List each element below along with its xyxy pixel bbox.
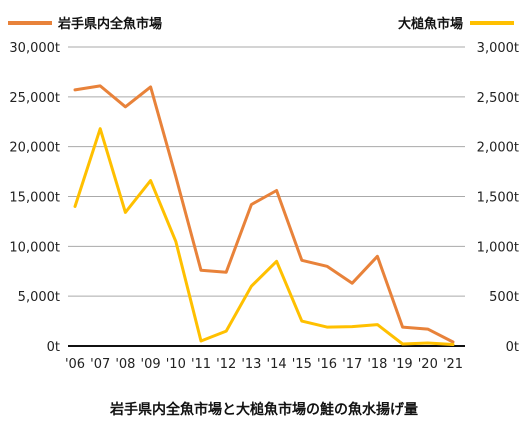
x-tick-label: '15 — [292, 357, 312, 372]
right-tick-label: 0t — [506, 340, 519, 355]
x-tick-label: '10 — [166, 357, 186, 372]
series-line-otsuchi — [73, 127, 455, 346]
x-tick-label: '18 — [367, 357, 387, 372]
x-tick-label: '07 — [90, 357, 110, 372]
right-tick-label: 1,000t — [477, 240, 519, 255]
right-tick-label: 2,500t — [477, 91, 519, 106]
x-tick-label: '13 — [241, 357, 261, 372]
left-tick-label: 25,000t — [9, 91, 60, 106]
x-tick-label: '06 — [65, 357, 85, 372]
series-line-all-markets — [73, 84, 455, 344]
left-tick-label: 20,000t — [9, 141, 60, 156]
left-axis-ticks: 0t 5,000t 10,000t 15,000t 20,000t 25,000t 30,0… — [9, 41, 60, 355]
right-tick-label: 3,000t — [477, 41, 519, 56]
x-tick-label: '16 — [317, 357, 337, 372]
right-axis-ticks: 0t 500t 1,000t 1,500t 2,000t 2,500t 3,000t — [477, 41, 519, 355]
legend-label-otsuchi: 大槌魚市場 — [398, 16, 463, 32]
left-tick-label: 5,000t — [18, 290, 60, 305]
x-tick-label: '19 — [393, 357, 413, 372]
left-tick-label: 0t — [47, 340, 60, 355]
chart-title: 岩手県内全魚市場と大槌魚市場の鮭の魚水揚げ量 — [109, 401, 418, 418]
x-tick-label: '20 — [418, 357, 438, 372]
x-tick-label: '08 — [115, 357, 135, 372]
right-tick-label: 1,500t — [477, 191, 519, 206]
left-tick-label: 15,000t — [9, 191, 60, 206]
x-tick-label: '09 — [141, 357, 161, 372]
gridlines — [68, 46, 465, 347]
left-tick-label: 30,000t — [9, 41, 60, 56]
x-tick-label: '14 — [267, 357, 287, 372]
x-axis-ticks: '06 '07 '08 '09 '10 '11 '12 '13 '14 '15 '16 '17 '18 '… — [65, 357, 463, 372]
left-tick-label: 10,000t — [9, 240, 60, 255]
right-tick-label: 500t — [489, 290, 519, 305]
x-tick-label: '21 — [443, 357, 463, 372]
x-tick-label: '12 — [216, 357, 236, 372]
legend-right: 大槌魚市場 — [398, 16, 514, 32]
x-tick-label: '17 — [342, 357, 362, 372]
legend-label-all-markets: 岩手県内全魚市場 — [57, 16, 162, 32]
right-tick-label: 2,000t — [477, 141, 519, 156]
x-tick-label: '11 — [191, 357, 211, 372]
legend-left: 岩手県内全魚市場 — [8, 16, 162, 32]
series-lines — [73, 84, 455, 346]
